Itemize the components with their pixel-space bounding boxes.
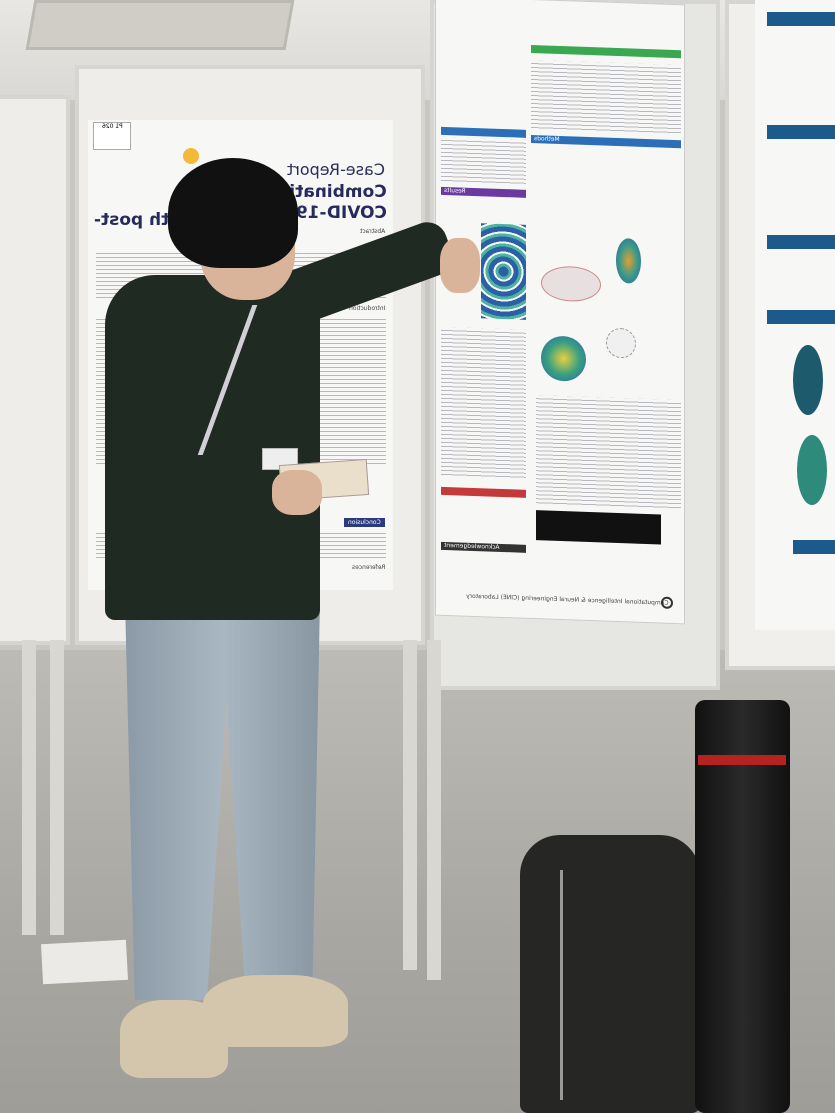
board-leg: [22, 640, 36, 935]
backpack: [520, 835, 700, 1113]
poster-text: [536, 395, 681, 511]
section-heading: References: [351, 564, 385, 571]
flyers-on-floor: [41, 939, 128, 985]
poster-heading: Case-Report: [287, 160, 385, 179]
poster-board-left: [0, 95, 70, 645]
poster-tube-band: [698, 755, 786, 765]
backpack-zipper: [560, 870, 590, 1100]
section-band: [441, 486, 526, 498]
section-heading: Abstract: [359, 228, 385, 235]
poster-text: [441, 326, 526, 480]
poster-tube: [695, 700, 790, 1113]
person-sweater: [105, 275, 320, 620]
brain-map-figure: [481, 223, 526, 320]
section-band: [441, 126, 526, 138]
research-poster: Methods Results Acknowledgement Computat…: [435, 0, 685, 625]
section-band: [767, 12, 835, 26]
section-band: [767, 310, 835, 324]
section-band: [767, 235, 835, 249]
image-strip-figure: [536, 510, 661, 545]
brain-figure: [541, 335, 586, 382]
person-hand-holding: [272, 470, 322, 515]
poster-text: [531, 59, 681, 136]
brain-figure: [616, 237, 641, 284]
section-band: [767, 125, 835, 139]
section-band: [793, 540, 835, 554]
section-band-methods: Methods: [531, 134, 681, 149]
logo-icon: [183, 148, 199, 164]
lab-footer: Computational Intelligence & Neural Engi…: [466, 592, 669, 607]
section-band: [531, 44, 681, 59]
poster-tag: P1 026: [93, 122, 131, 150]
violin-plot: [793, 345, 823, 415]
lab-logo-icon: [661, 596, 673, 609]
partial-poster: [755, 0, 835, 630]
brain-figure: [541, 265, 601, 303]
section-band-acknowledgement: Acknowledgement: [441, 541, 526, 553]
board-leg: [50, 640, 64, 935]
brain-figure: [606, 327, 636, 359]
board-leg: [427, 640, 441, 980]
section-band-results: Results: [441, 186, 526, 198]
violin-plot: [797, 435, 827, 505]
person-hand-pointing: [440, 238, 480, 293]
board-leg: [403, 640, 417, 970]
ceiling-vent: [25, 0, 295, 50]
sneaker-right: [203, 975, 348, 1047]
poster-text: [441, 136, 526, 185]
section-heading: Conclusion: [344, 518, 385, 527]
person-hair: [168, 158, 298, 268]
